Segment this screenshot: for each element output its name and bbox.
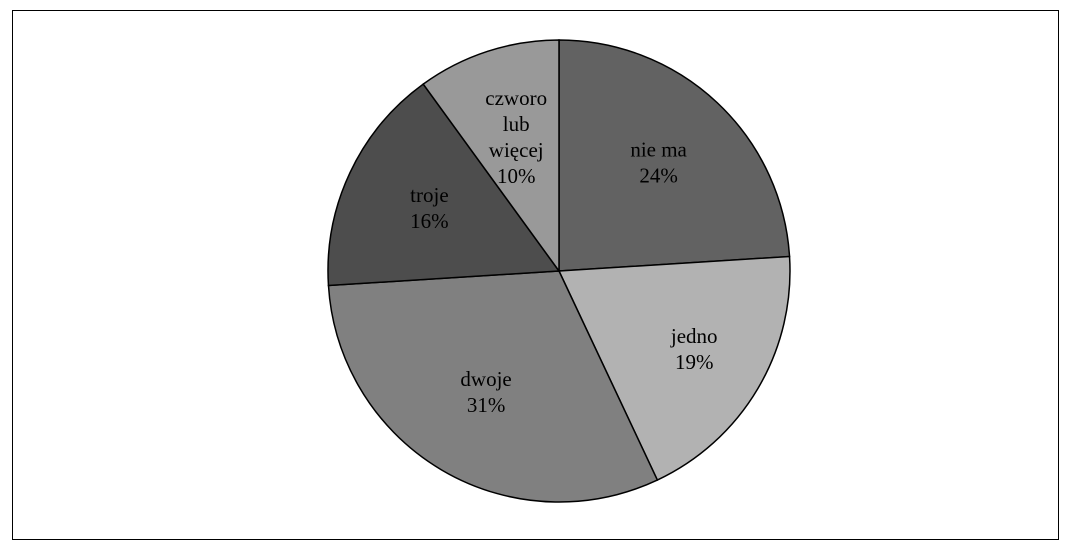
slice-category-label: nie ma xyxy=(630,138,687,162)
slice-category-label: dwoje xyxy=(460,367,511,391)
pie-slice xyxy=(327,270,659,503)
slice-category-label: czworo xyxy=(485,86,547,110)
pie-slice xyxy=(557,255,791,482)
slice-percent-label: 31% xyxy=(467,393,506,417)
slice-category-label: więcej xyxy=(489,138,544,162)
slice-category-label: lub xyxy=(503,112,530,136)
pie-slices xyxy=(327,39,791,503)
slice-percent-label: 10% xyxy=(497,164,536,188)
slice-percent-label: 19% xyxy=(675,350,714,374)
pie-slice xyxy=(422,39,560,274)
chart-frame: nie ma 24% jedno 19% dwoje 31% troje 16% czworo l… xyxy=(12,10,1059,540)
pie-slice xyxy=(327,83,561,287)
pie-slice xyxy=(558,39,791,272)
slice-category-label: jedno xyxy=(670,324,718,348)
slice-percent-label: 24% xyxy=(639,164,678,188)
slice-percent-label: 16% xyxy=(410,209,449,233)
slice-category-label: troje xyxy=(410,183,448,207)
